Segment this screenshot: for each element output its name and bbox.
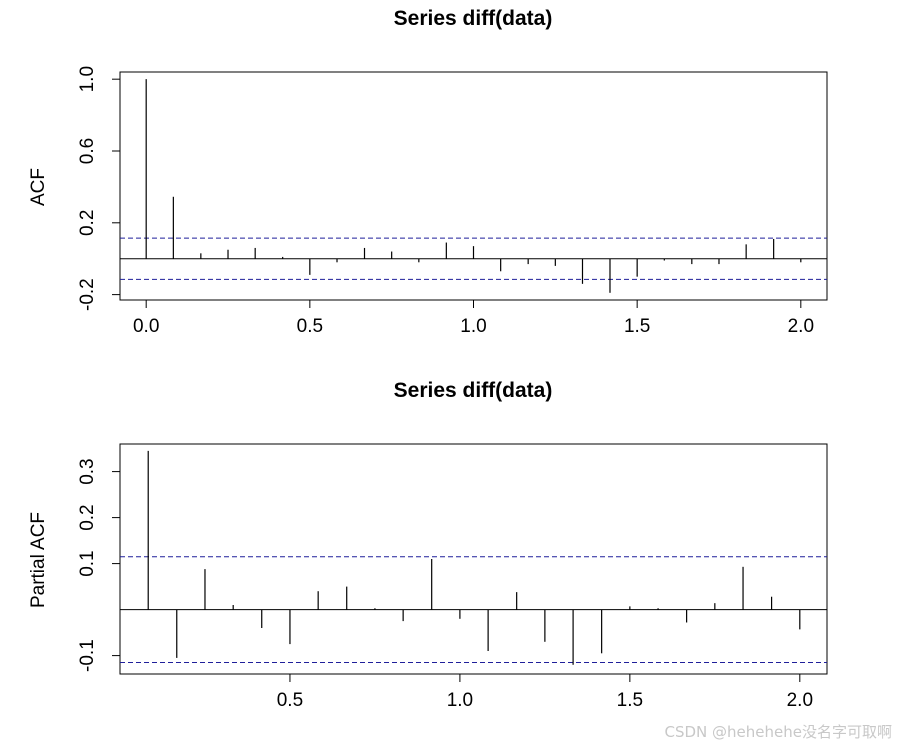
acf-y-tick-label: -0.2 (77, 278, 98, 311)
acf-x-tick-label: 2.0 (788, 316, 814, 337)
acf-y-tick-label: 0.6 (77, 138, 98, 164)
pacf-confidence-bands (120, 556, 827, 663)
pacf-y-tick-label: 0.2 (77, 504, 98, 530)
pacf-x-tick-label: 1.5 (617, 690, 643, 711)
pacf-x-tick-label: 0.5 (277, 690, 303, 711)
pacf-x-tick-label: 1.0 (447, 690, 473, 711)
pacf-panel: Series diff(data) Partial ACF 0.5 1.0 1.5 2… (28, 379, 828, 711)
pacf-bars (147, 450, 801, 665)
acf-title: Series diff(data) (394, 7, 553, 30)
acf-x-tick-label: 1.0 (460, 316, 486, 337)
acf-confidence-bands (120, 237, 827, 280)
pacf-x-tick-label: 2.0 (787, 690, 813, 711)
acf-y-axis: -0.2 0.2 0.6 1.0 (77, 66, 120, 311)
acf-panel: Series diff(data) ACF 0.0 0.5 1.0 1.5 2.0 -0… (28, 7, 828, 337)
acf-plot-frame (119, 71, 828, 301)
pacf-ylabel: Partial ACF (28, 512, 49, 608)
pacf-y-tick-label: 0.3 (77, 458, 98, 484)
acf-y-tick-label: 1.0 (77, 66, 98, 92)
pacf-y-tick-label: 0.1 (77, 550, 98, 576)
acf-x-axis: 0.0 0.5 1.0 1.5 2.0 (133, 300, 814, 337)
pacf-y-axis: -0.1 0.1 0.2 0.3 (77, 458, 120, 672)
pacf-x-axis: 0.5 1.0 1.5 2.0 (277, 674, 813, 711)
pacf-y-tick-label: -0.1 (77, 639, 98, 672)
pacf-title: Series diff(data) (394, 379, 553, 402)
acf-bars (145, 79, 802, 293)
pacf-plot-frame (119, 443, 828, 675)
watermark: CSDN @hehehehe没名字可取啊 (664, 723, 892, 741)
acf-x-tick-label: 0.0 (133, 316, 159, 337)
acf-ylabel: ACF (28, 168, 49, 206)
acf-x-tick-label: 0.5 (297, 316, 323, 337)
acf-y-tick-label: 0.2 (77, 210, 98, 236)
acf-x-tick-label: 1.5 (624, 316, 650, 337)
